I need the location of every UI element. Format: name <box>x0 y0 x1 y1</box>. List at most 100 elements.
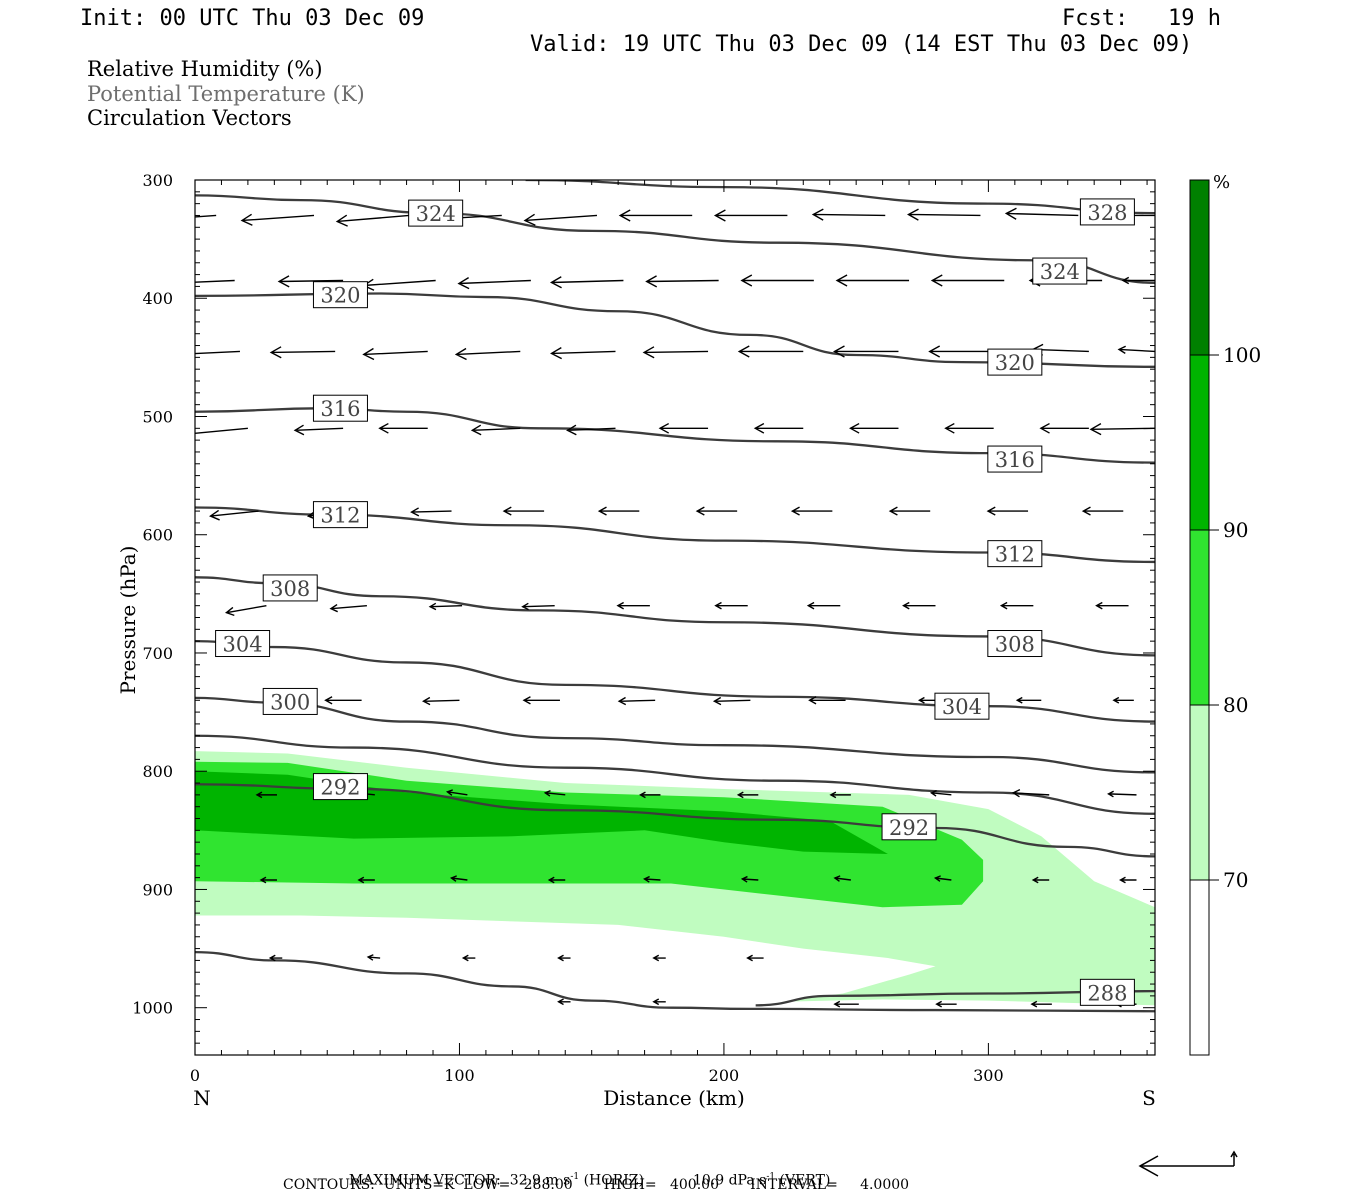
circulation-vector <box>930 274 1005 287</box>
rh-region-90 <box>195 771 888 854</box>
circulation-vector <box>454 347 521 361</box>
isentrope-label-308: 308 <box>987 630 1043 658</box>
circulation-vector <box>566 424 616 436</box>
isentrope-label-box <box>987 540 1043 568</box>
init-time: Init: 00 UTC Thu 03 Dec 09 <box>80 6 425 31</box>
circulation-vector <box>255 791 277 799</box>
isentrope-label-308: 308 <box>262 574 318 602</box>
circulation-vector <box>833 1000 859 1008</box>
circulation-vector <box>986 506 1029 516</box>
isentrope-label-312: 312 <box>987 540 1043 568</box>
colorbar-level-label: 90 <box>1223 518 1248 542</box>
circulation-vector <box>522 696 560 705</box>
circulation-vector <box>849 422 899 434</box>
circulation-vector <box>907 208 981 221</box>
isentrope-label-text: 288 <box>1087 981 1127 1005</box>
max-vector-footer: MAXIMUM VECTOR: 32.9 m s-1 (HORIZ) 10.9 … <box>340 1159 831 1189</box>
circulation-vector <box>645 275 719 288</box>
isentrope-label-text: 324 <box>1040 260 1080 284</box>
circulation-vector <box>833 345 899 358</box>
isentrope-288 <box>195 950 1155 1013</box>
circulation-vector <box>944 422 994 434</box>
circulation-vector <box>195 214 217 218</box>
isentrope-320 <box>195 292 1155 368</box>
circulation-vector <box>1015 696 1042 704</box>
circulation-vector <box>457 276 531 290</box>
field-circulation-vectors: Circulation Vectors <box>87 106 292 130</box>
horizontal-tag: (HORIZ) <box>583 1172 644 1189</box>
isentrope-label-text: 316 <box>995 448 1035 472</box>
x-tick-label: 0 <box>190 1066 200 1085</box>
circulation-vector <box>833 875 851 882</box>
circulation-vector <box>521 602 555 611</box>
isentrope-328 <box>525 180 1155 215</box>
circulation-vector <box>1121 276 1155 285</box>
isentrope-label-box <box>881 813 937 841</box>
circulation-vector <box>714 601 748 610</box>
circulation-vector <box>746 954 764 962</box>
isentrope-label-text: 312 <box>320 504 360 528</box>
horizontal-unit-exponent: -1 <box>570 1172 580 1182</box>
isentrope-label-box <box>408 199 464 227</box>
circulation-vector <box>643 875 661 883</box>
reference-vector <box>1138 1150 1238 1177</box>
forecast-hour: Fcst: 19 h <box>1062 6 1221 31</box>
circulation-vector <box>293 424 344 436</box>
circulation-vector <box>1112 696 1134 704</box>
contour-info-footer: CONTOURS: UNITS=K LOW= 288.00 HIGH= 400.… <box>283 1177 910 1193</box>
circulation-vector <box>1030 1000 1052 1008</box>
circulation-vector <box>753 422 804 434</box>
colorbar-level-label: 100 <box>1223 343 1261 367</box>
isentrope-label-box <box>312 281 368 309</box>
circulation-vector <box>1107 790 1137 798</box>
isentrope-label-box <box>1032 257 1088 285</box>
colorbar-frame <box>1189 179 1210 1056</box>
circulation-vector <box>1081 506 1124 516</box>
y-tick-label: 700 <box>142 644 173 663</box>
isentrope-label-box <box>1079 198 1135 226</box>
circulation-vector <box>268 954 283 962</box>
x-tick-label: 100 <box>444 1066 475 1085</box>
circulation-vector <box>902 601 936 610</box>
isentrope-label-box <box>1079 978 1135 1006</box>
axis-ticks: 300 400 500 600 700 800 900 1000 0 100 200 300 <box>132 171 1155 1085</box>
circulation-vector <box>737 345 804 358</box>
circulation-vector <box>324 696 362 705</box>
isentrope-288 <box>755 989 1155 1007</box>
circulation-vector <box>445 789 468 796</box>
isentrope-label-box <box>987 445 1043 473</box>
circulation-vector <box>736 791 759 799</box>
max-horizontal-vector: 32.9 m s <box>509 1172 571 1189</box>
circulation-vectors <box>195 207 1155 1008</box>
vertical-tag: (VERT) <box>779 1172 831 1189</box>
valid-time: Valid: 19 UTC Thu 03 Dec 09 (14 EST Thu … <box>530 32 1193 57</box>
colorbar-segment <box>1190 530 1209 705</box>
circulation-vector <box>642 346 709 359</box>
isentrope-label-text: 320 <box>995 351 1035 375</box>
circulation-vector <box>195 350 240 355</box>
circulation-vector <box>362 278 436 291</box>
isentrope-label-text: 316 <box>320 397 360 421</box>
colorbar-level-label: 80 <box>1223 693 1248 717</box>
circulation-vector <box>790 506 833 516</box>
circulation-vector <box>933 875 952 882</box>
isentrope-label-text: 308 <box>270 577 310 601</box>
isentrope-label-text: 300 <box>270 690 310 714</box>
isentrope-label-box <box>987 348 1043 376</box>
north-end-label: N <box>193 1086 211 1110</box>
isentrope-label-text: 328 <box>1087 201 1127 225</box>
isentrope-label-316: 316 <box>312 394 368 422</box>
circulation-vector <box>616 601 650 610</box>
field-potential-temperature: Potential Temperature (K) <box>87 82 365 106</box>
circulation-vector <box>695 506 738 516</box>
south-end-label: S <box>1142 1086 1156 1110</box>
isentrope-label-text: 308 <box>995 633 1035 657</box>
circulation-vector <box>449 875 468 882</box>
isentrope-label-text: 292 <box>320 776 360 800</box>
isentrope-label-text: 324 <box>416 202 456 226</box>
circulation-vector <box>618 209 693 222</box>
circulation-vector <box>740 875 759 883</box>
circulation-vector <box>829 791 851 799</box>
isentrope-296 <box>195 734 1155 815</box>
x-tick-label: 300 <box>973 1066 1004 1085</box>
